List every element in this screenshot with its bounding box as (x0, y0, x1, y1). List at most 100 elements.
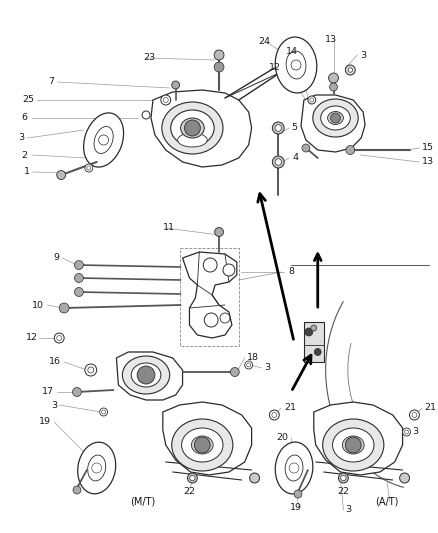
Circle shape (272, 122, 284, 134)
Ellipse shape (162, 102, 223, 154)
Circle shape (102, 410, 106, 414)
Text: 3: 3 (346, 505, 351, 514)
Ellipse shape (275, 37, 317, 93)
Circle shape (59, 303, 69, 313)
Text: 21: 21 (424, 403, 436, 413)
Circle shape (230, 367, 239, 376)
Circle shape (73, 387, 81, 397)
Ellipse shape (178, 133, 207, 147)
Polygon shape (314, 402, 403, 475)
Circle shape (289, 463, 299, 473)
Circle shape (92, 463, 102, 473)
Circle shape (203, 258, 217, 272)
Circle shape (190, 475, 195, 481)
Text: 6: 6 (21, 114, 28, 123)
Ellipse shape (343, 436, 364, 454)
Circle shape (74, 287, 83, 296)
Text: 3: 3 (360, 51, 366, 60)
Text: 12: 12 (25, 334, 38, 343)
Circle shape (346, 65, 355, 75)
Circle shape (74, 273, 83, 282)
Bar (180, 248, 239, 346)
Polygon shape (117, 352, 183, 400)
Circle shape (184, 120, 200, 136)
Ellipse shape (180, 118, 204, 138)
Circle shape (204, 313, 218, 327)
Text: 23: 23 (143, 53, 155, 62)
Circle shape (329, 83, 337, 91)
Circle shape (308, 96, 316, 104)
Circle shape (405, 430, 409, 434)
Text: 19: 19 (39, 417, 51, 426)
Polygon shape (163, 402, 251, 475)
Text: 2: 2 (21, 150, 28, 159)
Circle shape (214, 50, 224, 60)
Circle shape (294, 490, 302, 498)
Ellipse shape (84, 113, 124, 167)
Circle shape (73, 486, 81, 494)
Text: 21: 21 (284, 403, 296, 413)
Ellipse shape (122, 356, 170, 394)
Ellipse shape (172, 419, 233, 471)
Circle shape (87, 166, 91, 170)
Circle shape (57, 335, 62, 341)
Ellipse shape (285, 455, 303, 481)
Circle shape (311, 325, 317, 331)
Polygon shape (151, 90, 251, 167)
Circle shape (57, 171, 66, 180)
Circle shape (74, 261, 83, 270)
Text: 9: 9 (53, 254, 59, 262)
Ellipse shape (328, 111, 343, 125)
Text: 11: 11 (163, 223, 175, 232)
Circle shape (399, 473, 410, 483)
Circle shape (142, 111, 150, 119)
Circle shape (250, 473, 260, 483)
Circle shape (187, 473, 198, 483)
Circle shape (272, 413, 277, 417)
Ellipse shape (286, 51, 306, 79)
Ellipse shape (275, 442, 313, 494)
Text: 24: 24 (258, 37, 270, 46)
Text: 22: 22 (184, 488, 195, 497)
Circle shape (161, 95, 171, 105)
Ellipse shape (78, 442, 116, 494)
Circle shape (346, 146, 355, 155)
Circle shape (314, 349, 321, 356)
Circle shape (85, 164, 93, 172)
Ellipse shape (323, 419, 384, 471)
Circle shape (99, 135, 109, 145)
Circle shape (328, 73, 339, 83)
Circle shape (194, 437, 210, 453)
Circle shape (339, 473, 348, 483)
Circle shape (346, 437, 361, 453)
Text: 4: 4 (292, 154, 298, 163)
Circle shape (275, 159, 282, 165)
Text: 10: 10 (32, 301, 44, 310)
Text: 3: 3 (265, 364, 271, 373)
Circle shape (412, 413, 417, 417)
Text: (M/T): (M/T) (131, 497, 155, 507)
Text: 14: 14 (286, 47, 298, 56)
Text: 15: 15 (422, 143, 434, 152)
Text: (A/T): (A/T) (375, 497, 399, 507)
Circle shape (172, 81, 180, 89)
Circle shape (223, 264, 235, 276)
Text: 1: 1 (24, 167, 30, 176)
Text: 18: 18 (247, 353, 259, 362)
Circle shape (215, 228, 223, 237)
Circle shape (310, 98, 314, 102)
Text: 7: 7 (48, 77, 54, 86)
Circle shape (247, 363, 251, 367)
Circle shape (410, 410, 419, 420)
Circle shape (341, 475, 346, 481)
Circle shape (302, 144, 310, 152)
Text: 20: 20 (276, 433, 288, 442)
Ellipse shape (332, 428, 374, 462)
Circle shape (54, 333, 64, 343)
Text: 12: 12 (269, 63, 281, 72)
Text: 3: 3 (51, 400, 57, 409)
Circle shape (214, 62, 224, 72)
Circle shape (137, 366, 155, 384)
Circle shape (88, 367, 94, 373)
Polygon shape (301, 95, 365, 152)
